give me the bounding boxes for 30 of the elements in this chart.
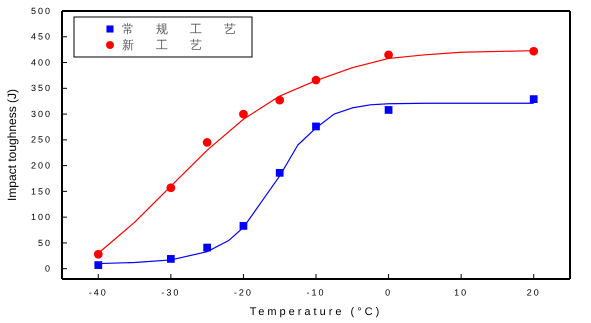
y-tick-label: 50 [38, 238, 52, 248]
point [94, 261, 102, 269]
y-tick-label: 500 [30, 6, 52, 16]
x-tick-label: 0 [385, 287, 392, 298]
y-tick-label: 400 [30, 57, 52, 68]
x-axis-title: Temperature (°C) [250, 306, 382, 318]
x-tick-label: -20 [234, 287, 253, 298]
y-tick-label: 200 [30, 160, 52, 170]
y-tick-label: 350 [30, 83, 52, 94]
y-tick-label: 300 [30, 108, 52, 119]
x-tick-label: -10 [306, 287, 326, 298]
y-tick-label: 150 [30, 186, 52, 196]
x-tick-label: -30 [161, 287, 180, 298]
point [239, 110, 248, 118]
point [203, 244, 212, 252]
x-tick-label: -40 [88, 287, 108, 298]
y-tick-label: 250 [30, 134, 52, 145]
point [384, 106, 392, 114]
point [202, 138, 212, 147]
y-tick-label: 100 [30, 212, 52, 222]
y-tick-label: 450 [30, 32, 52, 42]
x-tick-label: 20 [526, 287, 541, 298]
point [312, 122, 320, 130]
legend-label: 新工艺 [122, 38, 224, 52]
point [530, 95, 538, 104]
x-tick-label: 10 [454, 287, 468, 298]
point [94, 250, 103, 259]
legend-label: 常规工艺 [122, 22, 258, 36]
y-axis-title: Impact toughness (J) [5, 88, 19, 202]
y-tick-label: 0 [44, 264, 52, 274]
